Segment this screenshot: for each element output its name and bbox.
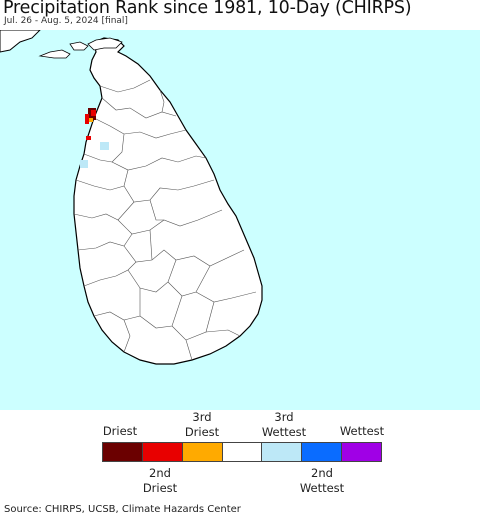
swatch-normal: [222, 443, 263, 461]
jaffna-peninsula: [87, 37, 123, 51]
legend-driest-label: Driest: [102, 424, 138, 438]
legend-3rd-driest-label: 3rd Driest: [184, 410, 220, 439]
jaffna-islands: [69, 41, 89, 51]
legend-2nd-wettest-label: 2nd Wettest: [299, 466, 345, 495]
legend-color-bar: [102, 442, 382, 462]
legend-wettest-label: Wettest: [339, 424, 385, 438]
swatch-driest: [103, 443, 143, 461]
legend-3rd-wettest-label: 3rd Wettest: [261, 410, 307, 439]
swatch-2nd-driest: [142, 443, 183, 461]
swatch-3rd-wettest: [262, 443, 303, 461]
ocean: [0, 30, 480, 410]
source-credit: Source: CHIRPS, UCSB, Climate Hazards Ce…: [4, 504, 241, 515]
legend-2nd-driest-label: 2nd Driest: [142, 466, 178, 495]
mannar-islands: [38, 49, 71, 59]
swatch-wettest: [342, 443, 382, 461]
precipitation-map: [0, 30, 480, 410]
india-coast: [0, 30, 41, 53]
swatch-3rd-driest: [182, 443, 223, 461]
district-boundaries: [73, 79, 257, 361]
map-subtitle: Jul. 26 - Aug. 5, 2024 [final]: [4, 16, 128, 26]
rank-pixels: [80, 108, 109, 168]
map-title: Precipitation Rank since 1981, 10-Day (C…: [3, 0, 412, 18]
swatch-2nd-wettest: [302, 443, 343, 461]
